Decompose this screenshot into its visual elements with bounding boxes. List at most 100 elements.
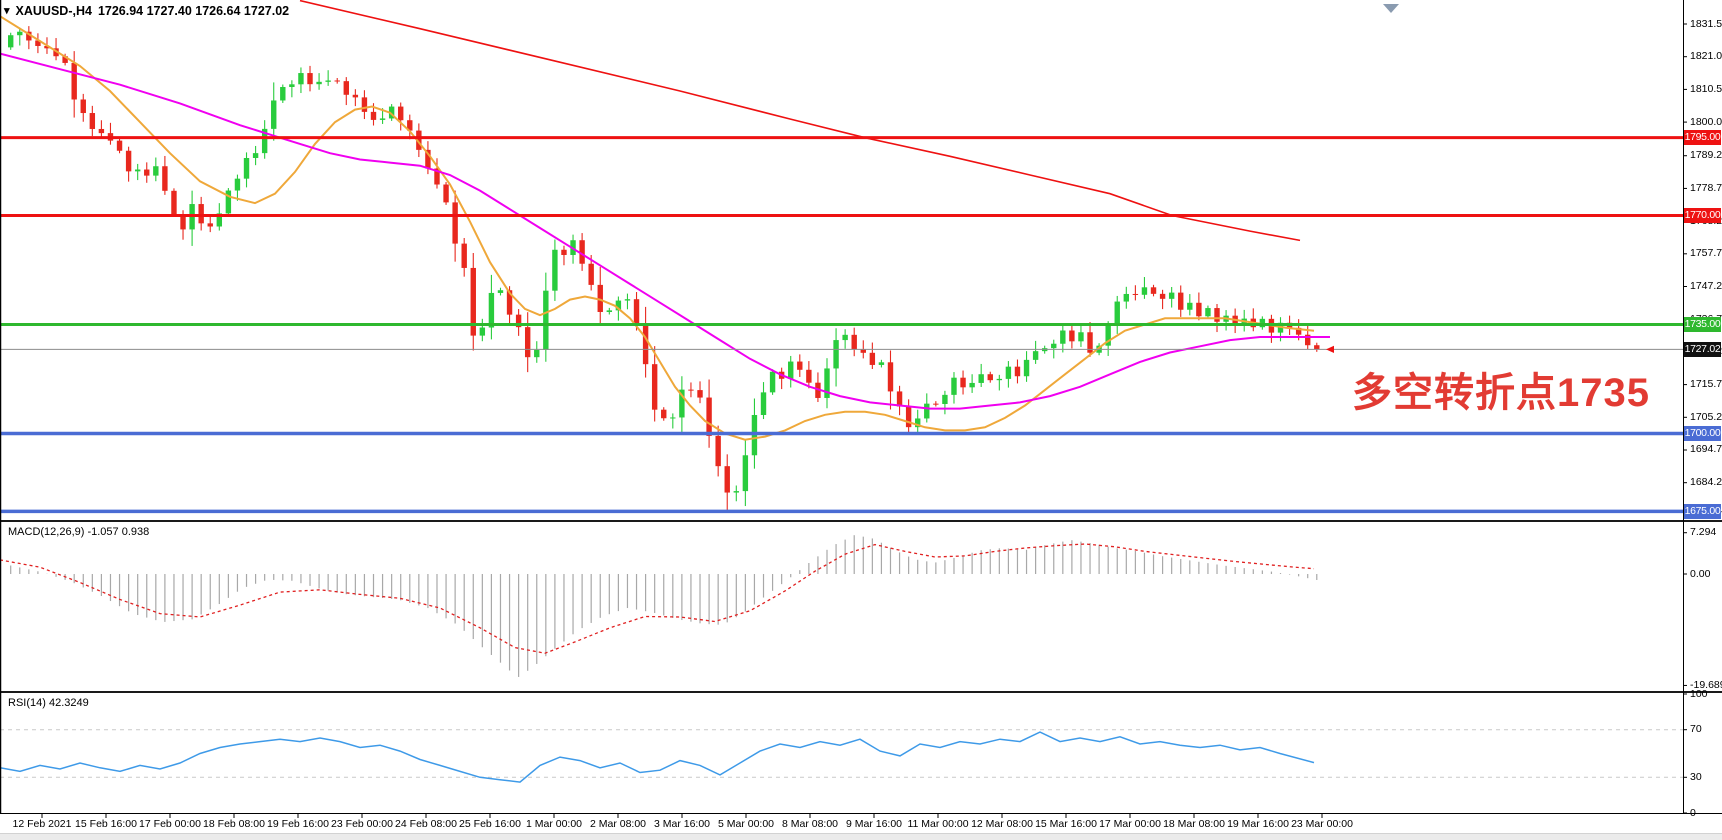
candlestick bbox=[606, 310, 613, 312]
candlestick bbox=[1051, 343, 1057, 349]
chart-header: ▾ XAUUSD-,H4 1726.94 1727.40 1726.64 172… bbox=[4, 4, 289, 18]
scroll-to-latest-icon[interactable] bbox=[1383, 4, 1399, 13]
time-axis-label: 23 Mar 00:00 bbox=[1291, 818, 1353, 830]
candlestick bbox=[488, 292, 495, 328]
candlestick bbox=[1105, 325, 1111, 346]
candlestick bbox=[942, 394, 948, 405]
candlestick bbox=[216, 213, 223, 227]
candlestick bbox=[924, 403, 930, 419]
candlestick bbox=[1178, 292, 1184, 310]
candlestick bbox=[407, 120, 413, 131]
candlestick bbox=[878, 362, 885, 365]
rsi-tick-label: 30 bbox=[1690, 770, 1702, 783]
time-axis-label: 17 Mar 00:00 bbox=[1099, 818, 1161, 830]
macd-tick-label: 7.294 bbox=[1690, 526, 1717, 539]
candlestick bbox=[661, 409, 667, 419]
candlestick bbox=[524, 327, 531, 358]
price-tick-label: 1821.00 bbox=[1690, 50, 1722, 63]
candlestick bbox=[824, 368, 830, 398]
candlestick bbox=[80, 99, 86, 114]
candlestick bbox=[252, 153, 259, 158]
candlestick bbox=[742, 455, 749, 492]
candlestick bbox=[1314, 345, 1320, 350]
candlestick bbox=[960, 377, 966, 388]
time-axis-label: 2 Mar 08:00 bbox=[589, 818, 647, 830]
candlestick bbox=[153, 166, 159, 176]
analyst-annotation-text: 多空转折点1735 bbox=[1352, 371, 1650, 415]
candlestick bbox=[425, 149, 431, 169]
rsi-tick-label: 70 bbox=[1690, 723, 1702, 736]
candlestick bbox=[1159, 293, 1166, 299]
price-badge-1727.02: 1727.02 bbox=[1684, 341, 1721, 357]
candlestick bbox=[234, 178, 241, 191]
price-tick-label: 1810.50 bbox=[1690, 82, 1722, 95]
price-tick-label: 1757.70 bbox=[1690, 247, 1722, 260]
candlestick bbox=[1141, 287, 1148, 295]
candlestick bbox=[697, 390, 703, 398]
candlestick bbox=[1305, 334, 1311, 346]
time-axis-label: 9 Mar 16:00 bbox=[845, 818, 903, 830]
candlestick bbox=[588, 263, 594, 285]
price-tick-label: 1684.20 bbox=[1690, 476, 1722, 489]
candlestick bbox=[815, 382, 821, 398]
candlestick bbox=[615, 300, 622, 311]
candlestick bbox=[125, 150, 132, 172]
candlestick bbox=[89, 113, 96, 129]
candlestick bbox=[515, 314, 522, 328]
candlestick bbox=[760, 392, 767, 415]
candlestick bbox=[35, 40, 41, 46]
time-axis-label: 18 Mar 08:00 bbox=[1163, 818, 1225, 830]
ma-slow-red bbox=[299, 0, 1301, 242]
candlestick bbox=[651, 364, 658, 410]
price-tick-label: 1800.00 bbox=[1690, 115, 1722, 128]
rsi-tick-label: 100 bbox=[1690, 687, 1708, 700]
time-axis-label: 3 Mar 16:00 bbox=[653, 818, 711, 830]
candlestick bbox=[633, 299, 640, 324]
candlestick bbox=[116, 140, 123, 151]
candlestick bbox=[398, 106, 404, 121]
candlestick bbox=[207, 223, 213, 227]
candlestick bbox=[1168, 292, 1175, 299]
candlestick bbox=[261, 128, 268, 154]
candlestick bbox=[17, 31, 23, 36]
macd-indicator-label: MACD(12,26,9) -1.057 0.938 bbox=[8, 526, 150, 538]
candlestick bbox=[506, 290, 513, 315]
window-footer-strip bbox=[0, 833, 1722, 840]
candlestick bbox=[1132, 293, 1139, 295]
symbol-dropdown-icon[interactable]: ▾ bbox=[4, 5, 10, 17]
candlestick bbox=[352, 94, 359, 98]
candlestick bbox=[1032, 351, 1039, 360]
last-price-marker-icon bbox=[1326, 345, 1334, 353]
candlestick bbox=[62, 56, 68, 63]
candlestick bbox=[343, 81, 349, 95]
candlestick bbox=[579, 240, 585, 264]
rsi-line bbox=[0, 731, 1315, 783]
symbol-period-label: XAUUSD-,H4 bbox=[15, 4, 92, 18]
candlestick bbox=[98, 128, 105, 134]
candlestick bbox=[806, 369, 812, 383]
candlestick bbox=[470, 267, 476, 336]
candlestick bbox=[833, 340, 839, 369]
time-axis-label: 17 Feb 00:00 bbox=[139, 818, 201, 830]
candlestick bbox=[44, 45, 50, 49]
price-tick-label: 1831.50 bbox=[1690, 17, 1722, 30]
candlestick bbox=[370, 111, 377, 120]
candlestick bbox=[1069, 330, 1075, 342]
candlestick bbox=[715, 435, 721, 467]
time-axis-label: 23 Feb 00:00 bbox=[331, 818, 393, 830]
candlestick bbox=[915, 418, 921, 428]
price-tick-label: 1694.70 bbox=[1690, 443, 1722, 456]
candlestick bbox=[8, 35, 14, 48]
candlestick bbox=[851, 334, 857, 350]
rsi-indicator-label: RSI(14) 42.3249 bbox=[8, 697, 89, 709]
candlestick bbox=[969, 382, 975, 388]
candlestick bbox=[225, 190, 232, 214]
price-tick-label: 1705.20 bbox=[1690, 410, 1722, 423]
price-tick-label: 1747.20 bbox=[1690, 280, 1722, 292]
candlestick bbox=[1196, 302, 1202, 317]
ma-mid-magenta bbox=[0, 52, 1330, 410]
candlestick bbox=[597, 284, 603, 312]
candlestick bbox=[552, 249, 558, 291]
